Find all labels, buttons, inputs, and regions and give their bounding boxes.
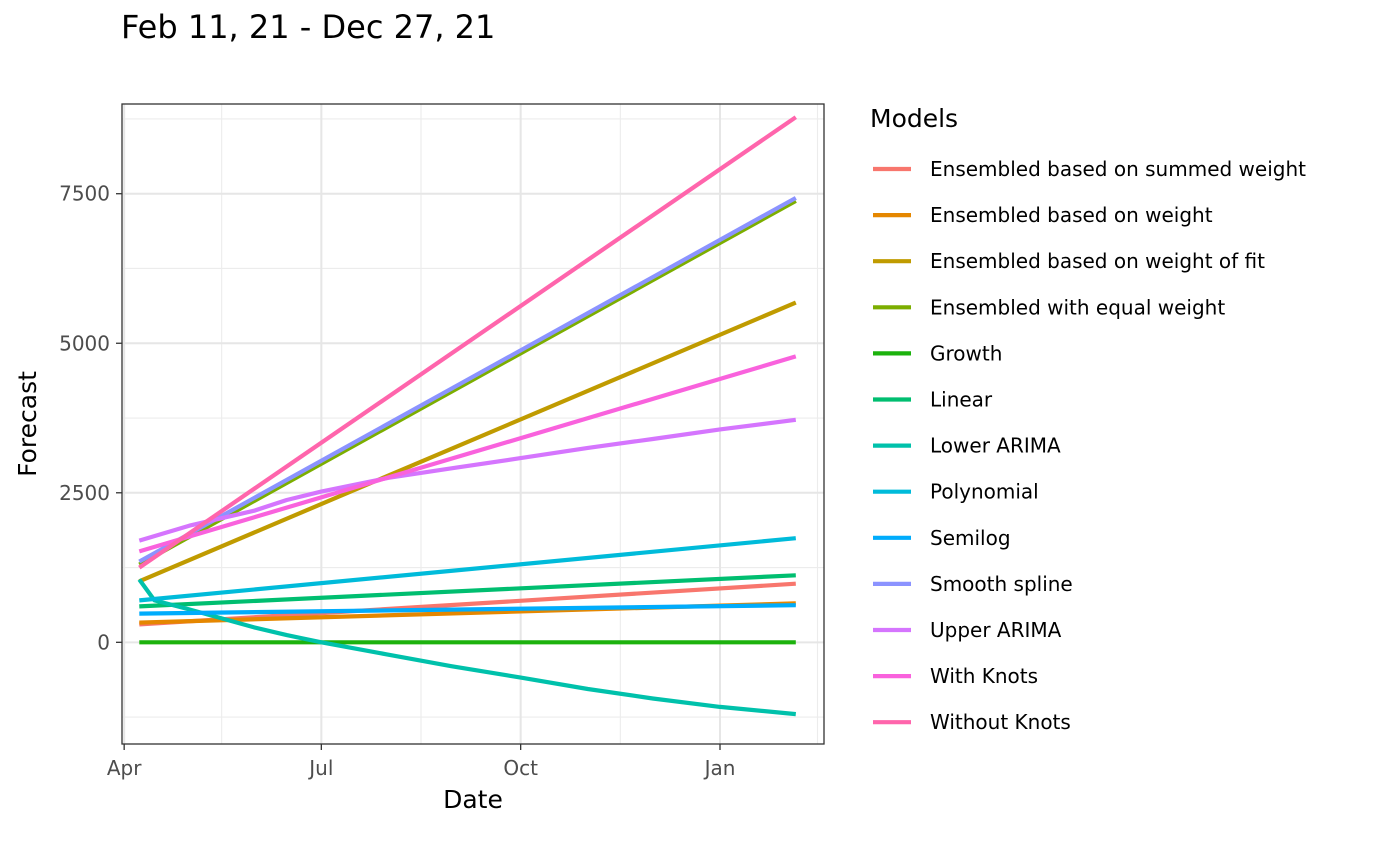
series-line-semilog: [139, 603, 796, 616]
y-tick-label: 2500: [59, 481, 110, 505]
legend-label-linear: Linear: [930, 388, 993, 412]
legend-label-ensembled-with-equal-weight: Ensembled with equal weight: [930, 295, 1225, 319]
series-line-ensembled-with-equal-weight: [138, 199, 797, 567]
ticks-layer: 0 2500 5000 7500 Apr Jul Oct Jan: [59, 182, 735, 780]
plot-background: [122, 104, 824, 744]
x-tick-label: Apr: [107, 756, 142, 780]
x-tick-label: Oct: [503, 756, 538, 780]
grid-layer: [122, 104, 824, 744]
legend-title: Models: [870, 104, 958, 133]
legend-label-with-knots: With Knots: [930, 664, 1038, 688]
legend-label-ensembled-based-on-summed-weight: Ensembled based on summed weight: [930, 157, 1306, 181]
y-tick-label: 0: [97, 630, 110, 654]
panel-border: [121, 103, 825, 745]
series-line-with-knots: [138, 354, 797, 554]
x-tick-label: Jan: [703, 756, 736, 780]
legend-label-ensembled-based-on-weight-of-fit: Ensembled based on weight of fit: [930, 249, 1265, 273]
y-tick-label: 7500: [59, 182, 110, 206]
y-axis-title: Forecast: [13, 371, 42, 477]
legend-label-smooth-spline: Smooth spline: [930, 572, 1073, 596]
series-line-without-knots: [138, 115, 797, 570]
series-line-polynomial: [139, 536, 796, 603]
y-tick-label: 5000: [59, 331, 110, 355]
series-line-upper-arima: [138, 417, 797, 543]
series-line-ensembled-based-on-weight-of-fit: [138, 300, 797, 584]
series-line-linear: [139, 573, 796, 609]
legend-label-without-knots: Without Knots: [930, 710, 1071, 734]
legend-label-polynomial: Polynomial: [930, 480, 1039, 504]
legend: Models Ensembled based on summed weight E…: [870, 104, 1306, 734]
x-tick-label: Jul: [307, 756, 333, 780]
chart-title: Feb 11, 21 - Dec 27, 21: [121, 8, 496, 46]
legend-label-lower-arima: Lower ARIMA: [930, 434, 1061, 458]
series-line-smooth-spline: [138, 196, 797, 564]
series-layer: [137, 115, 797, 717]
legend-label-growth: Growth: [930, 341, 1002, 365]
x-axis-title: Date: [443, 785, 503, 814]
legend-label-ensembled-based-on-weight: Ensembled based on weight: [930, 203, 1213, 227]
legend-label-upper-arima: Upper ARIMA: [930, 618, 1062, 642]
legend-label-semilog: Semilog: [930, 526, 1011, 550]
